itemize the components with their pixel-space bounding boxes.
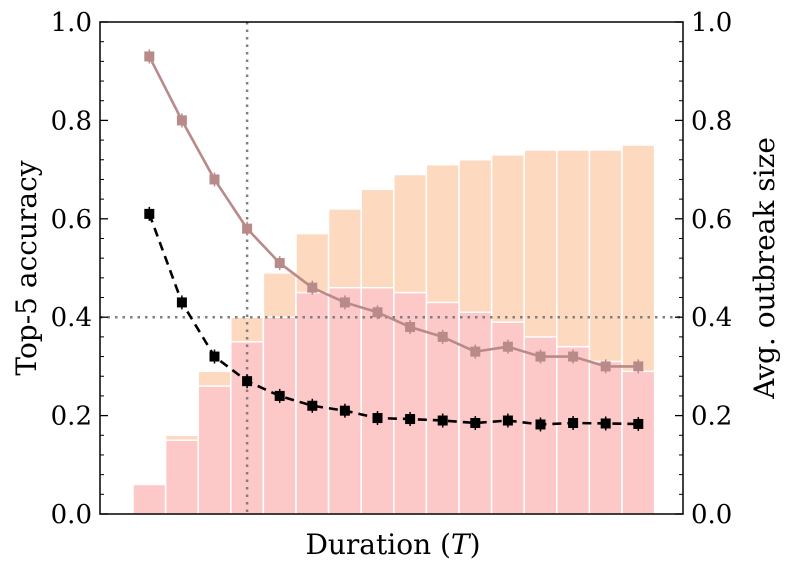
- dashed-point: [470, 417, 481, 428]
- pink-bar-series: [132, 286, 656, 515]
- right-tick-label: 0.4: [691, 303, 732, 333]
- solid-point: [242, 223, 253, 234]
- solid-point: [339, 297, 350, 308]
- dashed-point: [144, 208, 155, 219]
- pink-bar: [164, 439, 199, 515]
- left-tick-label: 0.2: [51, 402, 92, 432]
- pink-bar: [458, 311, 493, 515]
- pink-bar: [360, 286, 395, 515]
- right-tick-label: 0.0: [691, 500, 732, 530]
- pink-bar: [327, 286, 362, 515]
- pink-bar: [132, 483, 167, 515]
- solid-point: [209, 174, 220, 185]
- dashed-point: [535, 419, 546, 430]
- left-tick-label: 0.0: [51, 500, 92, 530]
- x-axis-label: Duration (T): [305, 528, 480, 561]
- dashed-point: [242, 376, 253, 387]
- solid-point: [274, 258, 285, 269]
- dashed-line-series: [144, 206, 644, 432]
- plot-frame: [99, 21, 684, 515]
- dashed-point: [502, 415, 513, 426]
- dashed-point: [209, 351, 220, 362]
- dashed-point: [339, 405, 350, 416]
- dashed-point: [307, 400, 318, 411]
- pink-bar: [197, 385, 232, 515]
- pink-bar: [556, 345, 591, 515]
- axes: [99, 21, 684, 515]
- dashed-point: [437, 415, 448, 426]
- solid-point: [176, 115, 187, 126]
- right-tick-label: 0.2: [691, 402, 732, 432]
- dashed-point: [372, 413, 383, 424]
- solid-point: [568, 351, 579, 362]
- solid-line-series: [144, 49, 644, 374]
- dashed-line: [148, 213, 639, 426]
- left-tick-label: 0.4: [51, 303, 92, 333]
- right-tick-label: 0.8: [691, 106, 732, 136]
- right-tick-label: 0.6: [691, 205, 732, 235]
- solid-point: [633, 361, 644, 372]
- pink-bar: [588, 360, 623, 515]
- left-tick-label: 0.8: [51, 106, 92, 136]
- solid-point: [144, 51, 155, 62]
- solid-point: [307, 282, 318, 293]
- solid-line: [148, 55, 639, 368]
- pink-bar: [621, 370, 656, 515]
- right-y-ticks: 0.0 0.2 0.4 0.6 0.8 1.0: [675, 8, 732, 530]
- solid-point: [535, 351, 546, 362]
- pink-bar: [262, 316, 297, 515]
- solid-point: [470, 346, 481, 357]
- dashed-point: [176, 297, 187, 308]
- right-tick-label: 1.0: [691, 8, 732, 38]
- solid-point: [600, 361, 611, 372]
- dashed-point: [633, 418, 644, 429]
- dashed-point: [405, 414, 416, 425]
- dashed-point: [600, 418, 611, 429]
- solid-point: [372, 307, 383, 318]
- dashed-point: [274, 390, 285, 401]
- left-y-ticks: 0.0 0.2 0.4 0.6 0.8 1.0: [51, 8, 108, 530]
- dashed-point: [568, 417, 579, 428]
- left-tick-label: 0.6: [51, 205, 92, 235]
- left-tick-label: 1.0: [51, 8, 92, 38]
- solid-point: [502, 341, 513, 352]
- left-y-axis-label: Top-5 accuracy: [10, 160, 43, 375]
- right-y-axis-label: Avg. outbreak size: [748, 137, 781, 400]
- solid-point: [405, 322, 416, 333]
- solid-point: [437, 331, 448, 342]
